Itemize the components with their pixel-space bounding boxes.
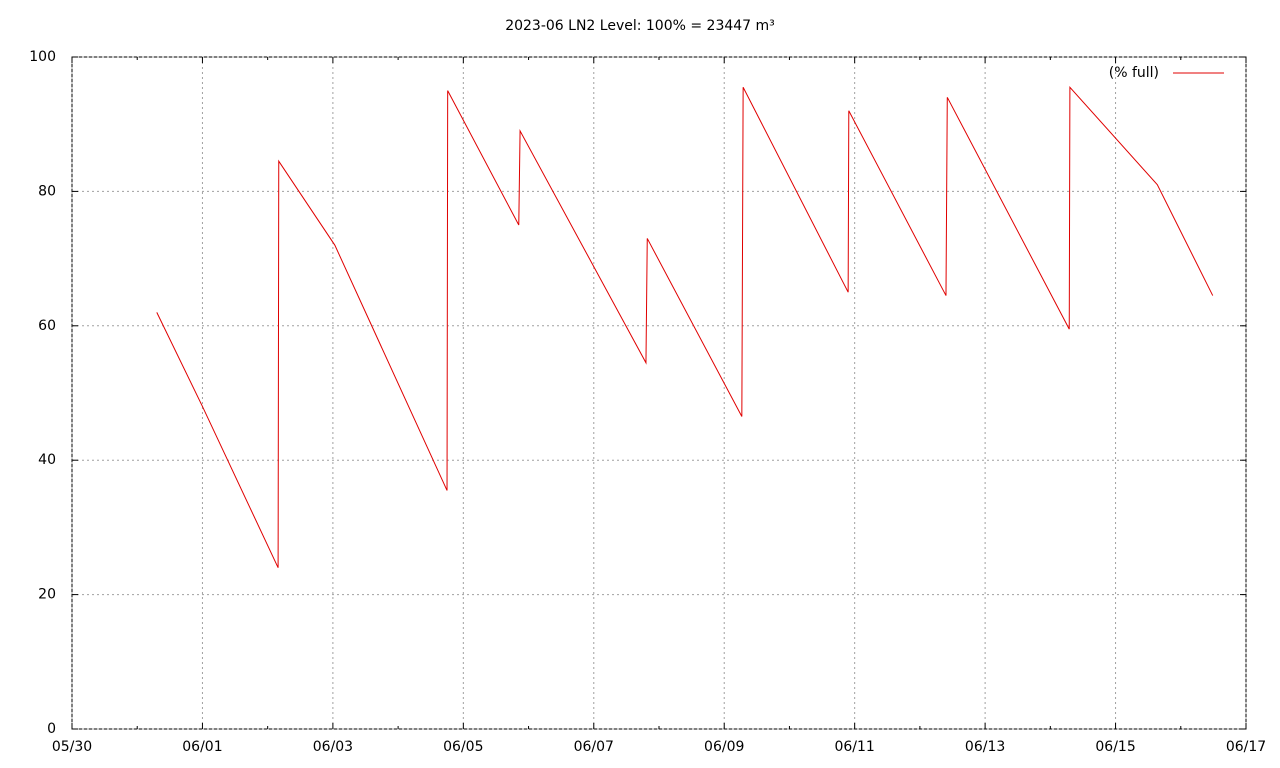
x-tick-label: 06/05	[443, 739, 483, 755]
x-tick-label: 06/07	[574, 739, 614, 755]
data-line	[156, 85, 1214, 568]
legend-label: (% full)	[1109, 65, 1159, 81]
y-tick-label: 0	[47, 721, 56, 737]
chart-title: 2023-06 LN2 Level: 100% = 23447 m³	[505, 18, 775, 34]
y-tick-label: 80	[38, 183, 56, 199]
x-tick-label: 06/13	[965, 739, 1005, 755]
x-tick-label: 05/30	[52, 739, 92, 755]
y-tick-label: 100	[29, 49, 56, 65]
x-tick-label: 06/11	[834, 739, 874, 755]
x-tick-label: 06/09	[704, 739, 744, 755]
y-tick-label: 20	[38, 587, 56, 603]
y-tick-label: 60	[38, 318, 56, 334]
x-tick-label: 06/01	[182, 739, 222, 755]
x-tick-label: 06/15	[1095, 739, 1135, 755]
x-tick-label: 06/17	[1226, 739, 1266, 755]
y-tick-label: 40	[38, 452, 56, 468]
x-tick-label: 06/03	[313, 739, 353, 755]
